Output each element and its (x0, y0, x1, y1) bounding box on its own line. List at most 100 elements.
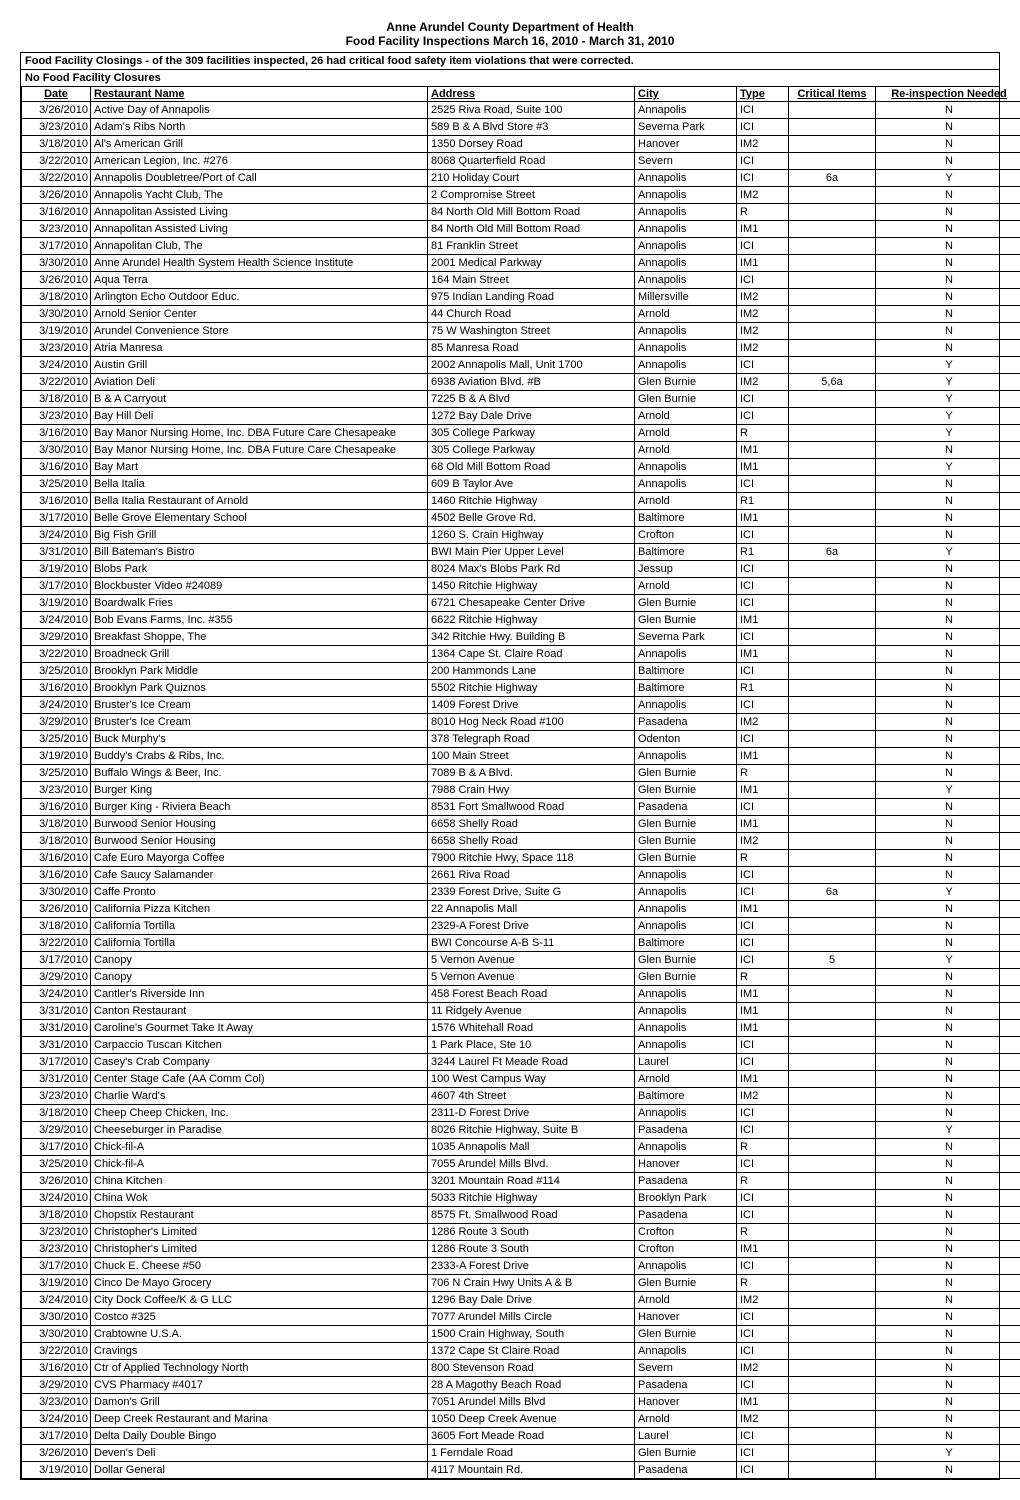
cell-type: R (737, 1139, 789, 1156)
table-row: 3/24/2010Deep Creek Restaurant and Marin… (22, 1411, 1020, 1428)
cell-addr: 5033 Ritchie Highway (428, 1190, 635, 1207)
cell-addr: 589 B & A Blvd Store #3 (428, 119, 635, 136)
cell-name: Brooklyn Park Middle (91, 663, 428, 680)
cell-reinsp: N (876, 153, 1020, 170)
cell-type: ICI (737, 1190, 789, 1207)
cell-reinsp: N (876, 238, 1020, 255)
cell-type: IM1 (737, 1071, 789, 1088)
cell-addr: 1286 Route 3 South (428, 1241, 635, 1258)
cell-type: ICI (737, 731, 789, 748)
cell-date: 3/25/2010 (22, 731, 91, 748)
table-row: 3/18/2010Burwood Senior Housing6658 Shel… (22, 816, 1020, 833)
cell-crit (789, 1190, 876, 1207)
cell-date: 3/24/2010 (22, 986, 91, 1003)
cell-name: Cravings (91, 1343, 428, 1360)
cell-reinsp: N (876, 272, 1020, 289)
col-date-header: Date (22, 87, 91, 102)
cell-name: Cantler's Riverside Inn (91, 986, 428, 1003)
cell-city: Glen Burnie (635, 816, 737, 833)
cell-date: 3/25/2010 (22, 476, 91, 493)
table-row: 3/26/2010California Pizza Kitchen22 Anna… (22, 901, 1020, 918)
cell-city: Annapolis (635, 884, 737, 901)
cell-addr: 100 Main Street (428, 748, 635, 765)
cell-addr: 1350 Dorsey Road (428, 136, 635, 153)
cell-crit (789, 408, 876, 425)
cell-addr: 5 Vernon Avenue (428, 952, 635, 969)
cell-crit (789, 561, 876, 578)
cell-city: Arnold (635, 425, 737, 442)
cell-date: 3/18/2010 (22, 136, 91, 153)
cell-name: California Pizza Kitchen (91, 901, 428, 918)
cell-city: Baltimore (635, 663, 737, 680)
cell-name: Caroline's Gourmet Take It Away (91, 1020, 428, 1037)
cell-city: Annapolis (635, 748, 737, 765)
closings-summary: Food Facility Closings - of the 309 faci… (21, 53, 999, 70)
cell-addr: 3201 Mountain Road #114 (428, 1173, 635, 1190)
cell-type: ICI (737, 561, 789, 578)
cell-name: Canton Restaurant (91, 1003, 428, 1020)
cell-city: Jessup (635, 561, 737, 578)
cell-reinsp: N (876, 765, 1020, 782)
cell-addr: 378 Telegraph Road (428, 731, 635, 748)
cell-reinsp: N (876, 221, 1020, 238)
cell-crit (789, 1071, 876, 1088)
cell-type: ICI (737, 578, 789, 595)
cell-date: 3/23/2010 (22, 340, 91, 357)
cell-crit (789, 1105, 876, 1122)
cell-type: ICI (737, 1326, 789, 1343)
cell-addr: 7077 Arundel Mills Circle (428, 1309, 635, 1326)
cell-city: Annapolis (635, 1037, 737, 1054)
cell-addr: 1 Park Place, Ste 10 (428, 1037, 635, 1054)
cell-city: Hanover (635, 1394, 737, 1411)
cell-city: Annapolis (635, 1139, 737, 1156)
cell-name: Bob Evans Farms, Inc. #355 (91, 612, 428, 629)
cell-reinsp: N (876, 901, 1020, 918)
table-row: 3/25/2010Buck Murphy's378 Telegraph Road… (22, 731, 1020, 748)
cell-type: IM1 (737, 255, 789, 272)
cell-city: Glen Burnie (635, 374, 737, 391)
cell-name: Annapolis Doubletree/Port of Call (91, 170, 428, 187)
cell-date: 3/30/2010 (22, 1326, 91, 1343)
cell-date: 3/25/2010 (22, 1156, 91, 1173)
cell-city: Annapolis (635, 204, 737, 221)
cell-crit (789, 714, 876, 731)
cell-crit (789, 323, 876, 340)
cell-reinsp: N (876, 918, 1020, 935)
cell-type: R (737, 425, 789, 442)
cell-type: R1 (737, 493, 789, 510)
cell-reinsp: N (876, 1139, 1020, 1156)
cell-addr: 1450 Ritchie Highway (428, 578, 635, 595)
cell-date: 3/17/2010 (22, 1139, 91, 1156)
cell-city: Annapolis (635, 476, 737, 493)
table-row: 3/19/2010Buddy's Crabs & Ribs, Inc.100 M… (22, 748, 1020, 765)
cell-name: Adam's Ribs North (91, 119, 428, 136)
cell-type: IM1 (737, 986, 789, 1003)
table-row: 3/29/2010CVS Pharmacy #401728 A Magothy … (22, 1377, 1020, 1394)
cell-type: IM2 (737, 1088, 789, 1105)
cell-date: 3/17/2010 (22, 238, 91, 255)
cell-name: Annapolitan Assisted Living (91, 221, 428, 238)
cell-crit (789, 1020, 876, 1037)
cell-reinsp: N (876, 1207, 1020, 1224)
col-reinsp-header: Re-inspection Needed (876, 87, 1020, 102)
cell-addr: BWI Main Pier Upper Level (428, 544, 635, 561)
cell-city: Baltimore (635, 1088, 737, 1105)
cell-name: Cafe Saucy Salamander (91, 867, 428, 884)
cell-crit (789, 153, 876, 170)
cell-date: 3/23/2010 (22, 1088, 91, 1105)
cell-city: Annapolis (635, 1020, 737, 1037)
cell-reinsp: N (876, 1275, 1020, 1292)
cell-date: 3/24/2010 (22, 1292, 91, 1309)
cell-crit (789, 493, 876, 510)
cell-city: Annapolis (635, 901, 737, 918)
cell-city: Pasadena (635, 714, 737, 731)
cell-city: Hanover (635, 1309, 737, 1326)
cell-reinsp: N (876, 1020, 1020, 1037)
cell-addr: 1500 Crain Highway, South (428, 1326, 635, 1343)
cell-type: IM2 (737, 374, 789, 391)
cell-reinsp: N (876, 1326, 1020, 1343)
cell-city: Baltimore (635, 510, 737, 527)
cell-date: 3/16/2010 (22, 425, 91, 442)
cell-crit (789, 901, 876, 918)
cell-city: Arnold (635, 408, 737, 425)
